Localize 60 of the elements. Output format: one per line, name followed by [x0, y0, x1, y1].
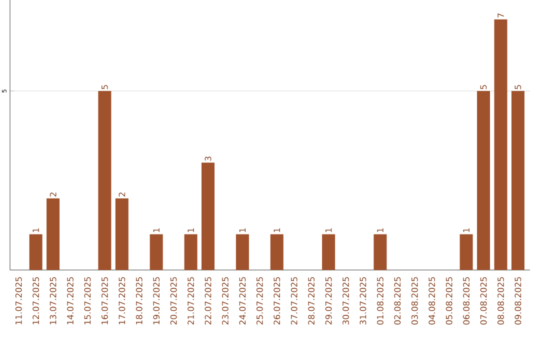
data-label: 1	[153, 228, 160, 232]
x-tick-label: 26.07.2025	[274, 277, 280, 325]
x-tick-label: 06.08.2025	[463, 277, 470, 325]
data-label: 1	[463, 228, 470, 232]
data-label: 5	[102, 85, 108, 90]
bar	[270, 234, 284, 270]
x-tick-label: 05.08.2025	[446, 277, 452, 325]
x-tick-label: 25.07.2025	[256, 277, 263, 325]
bar	[184, 234, 198, 270]
data-label: 7	[498, 13, 504, 18]
bar	[98, 90, 112, 270]
x-tick-label: 01.08.2025	[376, 277, 384, 325]
data-label: 1	[274, 228, 280, 232]
data-label: 1	[188, 228, 194, 232]
bar	[460, 234, 473, 270]
data-label: 1	[239, 228, 246, 232]
x-tick-label: 17.07.2025	[118, 277, 126, 324]
x-tick-label: 24.07.2025	[239, 277, 246, 325]
bar	[202, 162, 215, 270]
data-label: 1	[325, 228, 332, 232]
x-tick-label: 21.07.2025	[188, 277, 194, 325]
x-tick-label: 20.07.2025	[170, 277, 177, 325]
x-tick-label: 29.07.2025	[325, 277, 332, 325]
data-label: 1	[377, 228, 384, 232]
x-tick-label: 12.07.2025	[32, 277, 40, 324]
x-tick-label: 27.07.2025	[290, 277, 298, 325]
x-tick-label: 30.07.2025	[342, 277, 349, 324]
x-tick-label: 22.07.2025	[204, 277, 212, 325]
bar	[511, 90, 524, 270]
bar	[46, 198, 60, 270]
data-label: 2	[118, 192, 126, 197]
x-tick-label: 04.08.2025	[428, 277, 436, 325]
bar	[374, 234, 387, 270]
bar	[150, 234, 163, 270]
bar	[236, 234, 249, 270]
data-label: 5	[480, 85, 487, 90]
x-tick-label: 11.07.2025	[15, 277, 22, 324]
bar	[477, 90, 490, 270]
data-label: 1	[32, 228, 39, 232]
bar	[494, 19, 508, 270]
x-tick-label: 31.07.2025	[360, 277, 366, 324]
x-tick-label: 15.07.2025	[84, 277, 91, 324]
x-tick-label: 08.08.2025	[498, 277, 504, 325]
x-tick-label: 09.08.2025	[514, 277, 522, 325]
data-label: 3	[204, 156, 212, 161]
x-tick-label: 07.08.2025	[480, 277, 487, 325]
data-label: 2	[50, 192, 56, 197]
x-tick-label: 16.07.2025	[101, 277, 108, 324]
x-tick-label: 19.07.2025	[153, 277, 160, 324]
bar	[29, 234, 42, 270]
bar	[322, 234, 336, 270]
x-tick-label: 28.07.2025	[308, 277, 315, 325]
x-tick-label: 14.07.2025	[67, 277, 74, 324]
x-tick-label: 13.07.2025	[50, 277, 56, 324]
bar	[115, 198, 128, 270]
x-tick-label: 02.08.2025	[394, 277, 401, 325]
x-tick-label: 03.08.2025	[411, 277, 418, 325]
x-tick-label: 18.07.2025	[136, 277, 142, 324]
data-label: 5	[514, 85, 522, 90]
x-tick-label: 23.07.2025	[222, 277, 228, 325]
